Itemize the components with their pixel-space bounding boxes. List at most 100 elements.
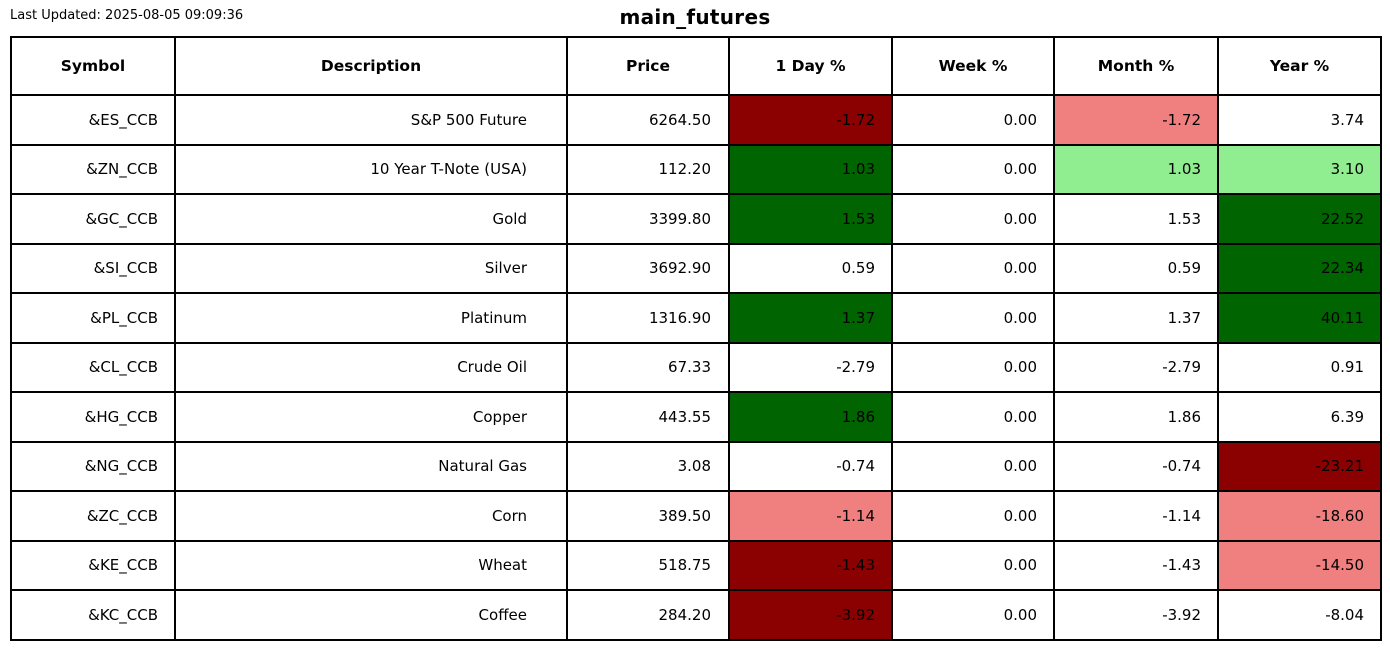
cell-year: 3.74	[1217, 94, 1382, 146]
cell-description: Natural Gas	[174, 440, 568, 492]
cell-symbol: &KE_CCB	[10, 539, 176, 591]
cell-week: 0.00	[891, 242, 1055, 294]
cell-month: -2.79	[1053, 341, 1219, 393]
cell-week: 0.00	[891, 143, 1055, 195]
cell-price: 518.75	[566, 539, 730, 591]
cell-description: Wheat	[174, 539, 568, 591]
column-header-description: Description	[174, 36, 568, 96]
cell-symbol: &ES_CCB	[10, 94, 176, 146]
column-header-symbol: Symbol	[10, 36, 176, 96]
cell-week: 0.00	[891, 193, 1055, 245]
table-row: &SI_CCB Silver 3692.90 0.59 0.00 0.59 22.34	[10, 242, 1382, 294]
cell-description: Silver	[174, 242, 568, 294]
cell-year: -23.21	[1217, 440, 1382, 492]
cell-week: 0.00	[891, 440, 1055, 492]
table-row: &ZN_CCB 10 Year T-Note (USA) 112.20 1.03 0.0…	[10, 143, 1382, 195]
cell-price: 389.50	[566, 490, 730, 542]
table-header: Symbol Description Price 1 Day % Week % …	[10, 36, 1382, 96]
cell-month: 1.37	[1053, 292, 1219, 344]
cell-symbol: &SI_CCB	[10, 242, 176, 294]
cell-month: -0.74	[1053, 440, 1219, 492]
table-row: &HG_CCB Copper 443.55 1.86 0.00 1.86 6.39	[10, 391, 1382, 443]
cell-day: -1.43	[728, 539, 893, 591]
header-row: Symbol Description Price 1 Day % Week % …	[10, 36, 1382, 96]
cell-year: 22.34	[1217, 242, 1382, 294]
page-title: main_futures	[619, 5, 771, 29]
cell-price: 3399.80	[566, 193, 730, 245]
table-row: &GC_CCB Gold 3399.80 1.53 0.00 1.53 22.52	[10, 193, 1382, 245]
cell-day: 1.37	[728, 292, 893, 344]
cell-price: 1316.90	[566, 292, 730, 344]
cell-year: 40.11	[1217, 292, 1382, 344]
cell-month: 1.03	[1053, 143, 1219, 195]
cell-year: 6.39	[1217, 391, 1382, 443]
cell-day: 1.53	[728, 193, 893, 245]
cell-day: -0.74	[728, 440, 893, 492]
cell-symbol: &NG_CCB	[10, 440, 176, 492]
cell-price: 112.20	[566, 143, 730, 195]
cell-week: 0.00	[891, 292, 1055, 344]
cell-day: 1.86	[728, 391, 893, 443]
cell-week: 0.00	[891, 539, 1055, 591]
column-header-1day: 1 Day %	[728, 36, 893, 96]
cell-month: 0.59	[1053, 242, 1219, 294]
cell-symbol: &KC_CCB	[10, 589, 176, 641]
column-header-month: Month %	[1053, 36, 1219, 96]
cell-price: 443.55	[566, 391, 730, 443]
table-row: &ES_CCB S&P 500 Future 6264.50 -1.72 0.00 -1.…	[10, 94, 1382, 146]
cell-description: Coffee	[174, 589, 568, 641]
cell-month: 1.86	[1053, 391, 1219, 443]
cell-description: Platinum	[174, 292, 568, 344]
cell-price: 67.33	[566, 341, 730, 393]
cell-month: -3.92	[1053, 589, 1219, 641]
cell-description: Crude Oil	[174, 341, 568, 393]
cell-day: -1.14	[728, 490, 893, 542]
cell-week: 0.00	[891, 391, 1055, 443]
cell-price: 6264.50	[566, 94, 730, 146]
cell-day: -1.72	[728, 94, 893, 146]
table-row: &KC_CCB Coffee 284.20 -3.92 0.00 -3.92 -8.04	[10, 589, 1382, 641]
cell-description: 10 Year T-Note (USA)	[174, 143, 568, 195]
cell-price: 3692.90	[566, 242, 730, 294]
cell-month: -1.14	[1053, 490, 1219, 542]
table-row: &CL_CCB Crude Oil 67.33 -2.79 0.00 -2.79 0.91	[10, 341, 1382, 393]
column-header-year: Year %	[1217, 36, 1382, 96]
cell-month: -1.72	[1053, 94, 1219, 146]
cell-symbol: &HG_CCB	[10, 391, 176, 443]
table-row: &ZC_CCB Corn 389.50 -1.14 0.00 -1.14 -18.60	[10, 490, 1382, 542]
cell-description: Copper	[174, 391, 568, 443]
cell-week: 0.00	[891, 589, 1055, 641]
cell-year: -8.04	[1217, 589, 1382, 641]
cell-price: 284.20	[566, 589, 730, 641]
table-body: &ES_CCB S&P 500 Future 6264.50 -1.72 0.00 -1.…	[10, 94, 1382, 641]
cell-month: -1.43	[1053, 539, 1219, 591]
cell-day: 0.59	[728, 242, 893, 294]
table-row: &KE_CCB Wheat 518.75 -1.43 0.00 -1.43 -14.50	[10, 539, 1382, 591]
cell-week: 0.00	[891, 490, 1055, 542]
cell-year: 3.10	[1217, 143, 1382, 195]
cell-description: Corn	[174, 490, 568, 542]
column-header-price: Price	[566, 36, 730, 96]
cell-symbol: &CL_CCB	[10, 341, 176, 393]
last-updated-label: Last Updated: 2025-08-05 09:09:36	[10, 8, 244, 23]
cell-day: -3.92	[728, 589, 893, 641]
cell-day: 1.03	[728, 143, 893, 195]
cell-month: 1.53	[1053, 193, 1219, 245]
futures-table: Symbol Description Price 1 Day % Week % …	[10, 36, 1382, 641]
cell-year: 0.91	[1217, 341, 1382, 393]
cell-description: Gold	[174, 193, 568, 245]
cell-symbol: &PL_CCB	[10, 292, 176, 344]
cell-year: -18.60	[1217, 490, 1382, 542]
cell-symbol: &GC_CCB	[10, 193, 176, 245]
cell-day: -2.79	[728, 341, 893, 393]
cell-week: 0.00	[891, 341, 1055, 393]
cell-price: 3.08	[566, 440, 730, 492]
cell-week: 0.00	[891, 94, 1055, 146]
cell-symbol: &ZN_CCB	[10, 143, 176, 195]
column-header-week: Week %	[891, 36, 1055, 96]
cell-year: 22.52	[1217, 193, 1382, 245]
cell-description: S&P 500 Future	[174, 94, 568, 146]
cell-symbol: &ZC_CCB	[10, 490, 176, 542]
table-row: &NG_CCB Natural Gas 3.08 -0.74 0.00 -0.74 -23.…	[10, 440, 1382, 492]
